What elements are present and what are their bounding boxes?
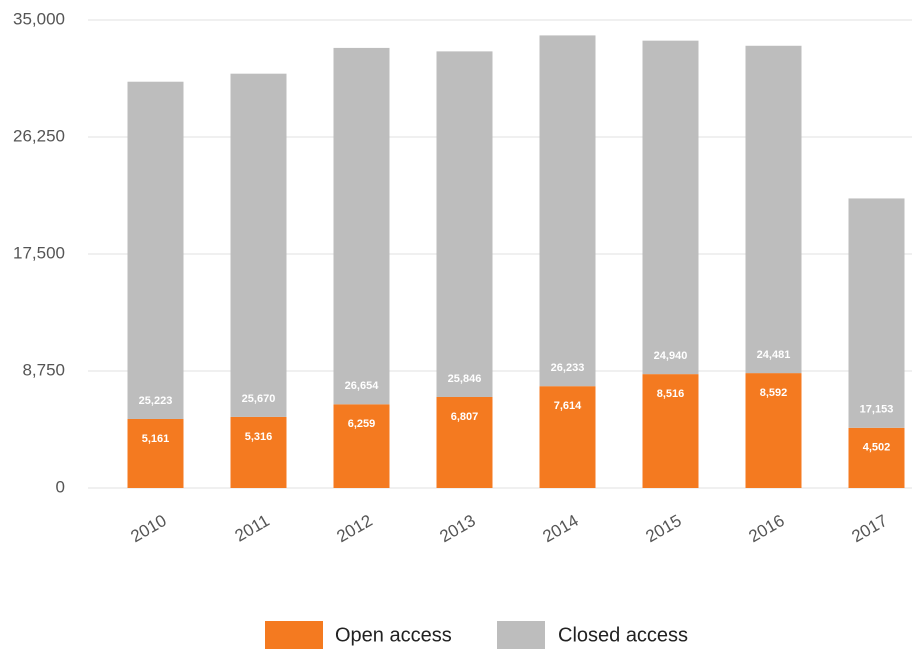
bar-segment [230,73,287,417]
bar-segment [436,396,493,488]
bar-segment [436,51,493,397]
bar-segment [642,374,699,488]
legend-swatch [265,621,323,649]
y-tick-label: 35,000 [13,9,65,28]
data-label: 17,153 [860,404,894,416]
bar-segment [539,386,596,488]
bar-segment [333,404,390,488]
bar-segment [642,40,699,375]
data-label: 24,481 [757,349,791,361]
bar-segment [333,47,390,405]
x-tick-label: 2017 [848,511,890,546]
y-tick-label: 0 [56,477,65,496]
legend-label: Closed access [558,624,688,646]
x-tick-label: 2016 [745,511,787,546]
data-label: 26,233 [551,362,585,374]
x-tick-label: 2011 [232,511,273,546]
bar-segment [745,373,802,488]
data-label: 8,516 [657,388,685,400]
bar-segment [127,81,184,419]
data-label: 24,940 [654,350,688,362]
bar-segment [848,427,905,488]
y-tick-label: 8,750 [22,360,65,379]
data-label: 26,654 [345,380,380,392]
bar-segment [127,418,184,488]
data-label: 6,259 [348,418,376,430]
data-label: 25,223 [139,395,173,407]
data-label: 5,316 [245,431,273,443]
data-label: 8,592 [760,387,788,399]
x-tick-label: 2010 [127,511,169,546]
data-label: 6,807 [451,411,479,423]
data-label: 5,161 [142,433,170,445]
legend-swatch [497,621,545,649]
data-label: 4,502 [863,442,891,454]
bar-segment [848,198,905,428]
y-tick-label: 26,250 [13,126,65,145]
x-tick-label: 2014 [539,511,581,546]
data-label: 25,670 [242,393,276,405]
x-tick-label: 2015 [642,511,684,546]
x-tick-label: 2013 [436,511,478,546]
bar-segment [539,35,596,387]
bar-segment [745,45,802,374]
legend-label: Open access [335,624,452,646]
data-label: 7,614 [554,400,582,412]
x-tick-label: 2012 [333,511,375,546]
data-label: 25,846 [448,373,482,385]
y-tick-label: 17,500 [13,243,65,262]
bar-segment [230,416,287,488]
